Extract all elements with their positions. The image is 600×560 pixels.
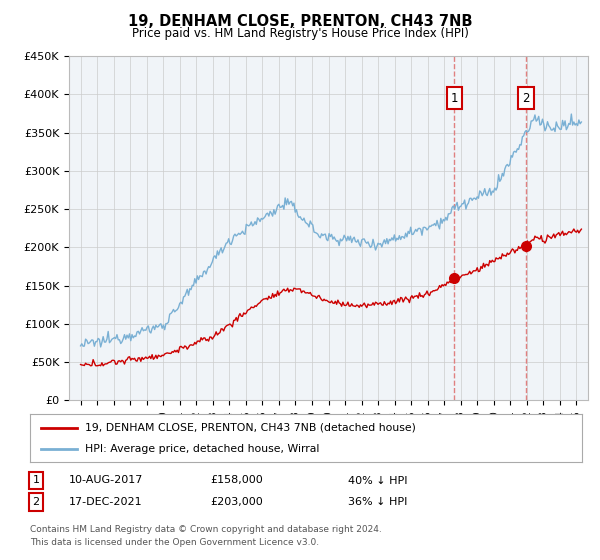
- Text: 2: 2: [523, 92, 530, 105]
- Text: £158,000: £158,000: [210, 475, 263, 486]
- Text: Price paid vs. HM Land Registry's House Price Index (HPI): Price paid vs. HM Land Registry's House …: [131, 27, 469, 40]
- Text: 19, DENHAM CLOSE, PRENTON, CH43 7NB: 19, DENHAM CLOSE, PRENTON, CH43 7NB: [128, 14, 472, 29]
- Text: 40% ↓ HPI: 40% ↓ HPI: [348, 475, 407, 486]
- Text: This data is licensed under the Open Government Licence v3.0.: This data is licensed under the Open Gov…: [30, 538, 319, 547]
- Text: 1: 1: [32, 475, 40, 486]
- Text: 10-AUG-2017: 10-AUG-2017: [69, 475, 143, 486]
- Text: Contains HM Land Registry data © Crown copyright and database right 2024.: Contains HM Land Registry data © Crown c…: [30, 525, 382, 534]
- Text: HPI: Average price, detached house, Wirral: HPI: Average price, detached house, Wirr…: [85, 444, 320, 454]
- Text: 17-DEC-2021: 17-DEC-2021: [69, 497, 143, 507]
- Text: 19, DENHAM CLOSE, PRENTON, CH43 7NB (detached house): 19, DENHAM CLOSE, PRENTON, CH43 7NB (det…: [85, 423, 416, 433]
- Text: £203,000: £203,000: [210, 497, 263, 507]
- Text: 1: 1: [451, 92, 458, 105]
- Text: 2: 2: [32, 497, 40, 507]
- Text: 36% ↓ HPI: 36% ↓ HPI: [348, 497, 407, 507]
